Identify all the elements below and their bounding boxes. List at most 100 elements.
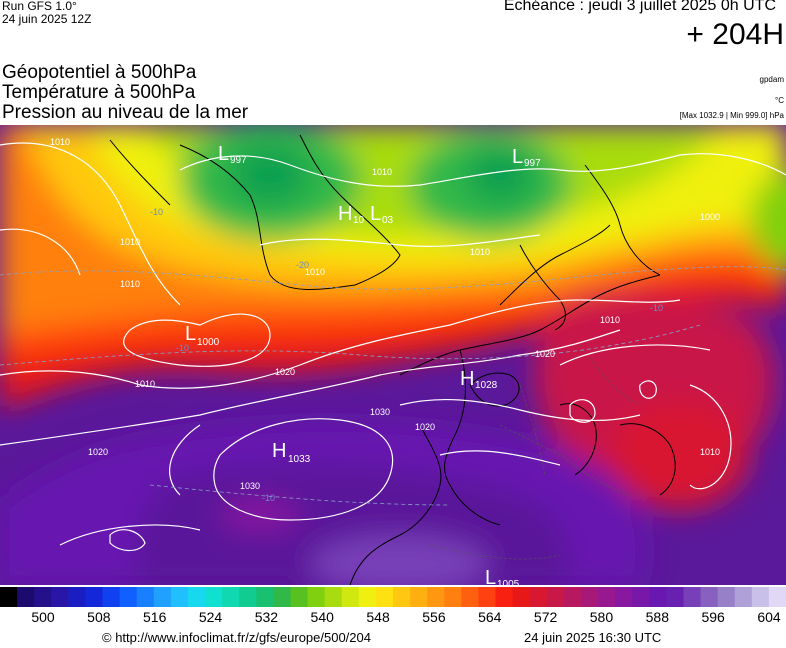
isotherm-label: -20 (296, 260, 309, 270)
isobar-labels: 1010 1010 1010 1010 1010 1010 1000 1010 … (50, 137, 720, 491)
pressure-range: [Max 1032.9 | Min 999.0] hPa (679, 111, 784, 120)
colorbar-tick-label: 588 (645, 609, 669, 625)
colorbar-swatch (751, 587, 770, 607)
geopotential-field (0, 125, 786, 585)
colorbar-swatch (580, 587, 599, 607)
colorbar-swatch (717, 587, 736, 607)
isobar-label: 1010 (120, 279, 140, 289)
center-value: 03 (382, 215, 394, 226)
colorbar-swatch (393, 587, 411, 607)
isobar-label: 1020 (88, 447, 108, 457)
layer-title-temperature: Température à 500hPa (2, 82, 196, 103)
center-value: 997 (230, 155, 247, 166)
source-url: © http://www.infoclimat.fr/z/gfs/europe/… (102, 630, 371, 645)
colorbar-swatch (546, 587, 565, 607)
isobar-label: 1030 (240, 481, 260, 491)
colorbar-swatch (700, 587, 719, 607)
pressure-centers: L 997 L 997 H 10 L 03 L 1000 H 1028 H 10… (185, 143, 541, 585)
coastlines (109, 134, 676, 585)
unit-geopotential: gpdam (759, 75, 784, 84)
isobar-label: 1030 (370, 407, 390, 417)
colorbar-swatch (563, 587, 582, 607)
colorbar-swatch (632, 587, 650, 607)
isotherm-label: -10 (262, 493, 275, 503)
center-letter: H (460, 368, 474, 390)
colorbar-swatch (34, 587, 52, 607)
colorbar-swatch (461, 587, 480, 607)
colorbar-swatch (170, 587, 189, 607)
isotherm-label: -10 (176, 343, 189, 353)
colorbar-swatch (358, 587, 377, 607)
center-letter: L (485, 567, 496, 585)
isobar-label: 1020 (275, 367, 295, 377)
colorbar-tick-label: 556 (422, 609, 446, 625)
colorbar-swatch (341, 587, 360, 607)
isobar-label: 1000 (700, 212, 720, 222)
colorbar-swatch (649, 587, 667, 607)
layer-title-pressure: Pression au niveau de la mer (2, 102, 249, 123)
colorbar-swatch (273, 587, 292, 607)
pressure-center: H 1033 (272, 440, 311, 465)
colorbar-swatch (307, 587, 326, 607)
colorbar-swatch (51, 587, 69, 607)
isobar-label: 1010 (50, 137, 70, 147)
pressure-center: H 1028 (460, 368, 498, 391)
lead-time: + 204H (686, 18, 784, 51)
colorbar-swatch (495, 587, 514, 607)
colorbar-swatch (683, 587, 702, 607)
colorbar-tick-label: 524 (198, 609, 223, 625)
center-letter: L (370, 203, 381, 225)
colorbar (0, 587, 786, 607)
colorbar-tick-label: 508 (87, 609, 111, 625)
isobar-label: 1020 (535, 349, 555, 359)
isobar-label: 1010 (470, 247, 490, 257)
colorbar-tick-label: 604 (757, 609, 781, 625)
pressure-center: L 997 (218, 143, 247, 166)
center-value: 997 (524, 158, 541, 169)
colorbar-swatch (444, 587, 462, 607)
colorbar-swatch (512, 587, 531, 607)
colorbar-swatch (529, 587, 548, 607)
valid-time: Echéance : jeudi 3 juillet 2025 0h UTC (503, 0, 776, 14)
pressure-center: L 1005 (485, 567, 520, 585)
generation-date: 24 juin 2025 16:30 UTC (524, 630, 662, 645)
pressure-center: H 10 (338, 203, 365, 226)
weather-map: L 997 L 997 H 10 L 03 L 1000 H 1028 H 10… (0, 125, 786, 585)
pressure-center: L 1000 (185, 323, 220, 348)
colorbar-swatch (256, 587, 274, 607)
colorbar-swatch (290, 587, 309, 607)
colorbar-swatch (598, 587, 616, 607)
isobar-label: 1010 (372, 167, 392, 177)
isobar-label: 1010 (600, 315, 620, 325)
colorbar-swatch (324, 587, 343, 607)
isobar-label: 1010 (120, 237, 140, 247)
unit-temperature: °C (775, 96, 784, 105)
colorbar-swatch (615, 587, 633, 607)
colorbar-swatch (239, 587, 257, 607)
center-value: 1033 (288, 454, 311, 465)
colorbar-swatch (85, 587, 104, 607)
run-title: Run GFS 1.0° (2, 0, 77, 13)
center-value: 1028 (475, 380, 498, 391)
colorbar-tick-label: 548 (366, 609, 390, 625)
isotherm-label: -10 (150, 207, 163, 217)
center-value: 10 (353, 215, 365, 226)
colorbar-swatch (768, 587, 786, 607)
center-letter: H (272, 440, 286, 462)
center-letter: L (185, 323, 196, 345)
colorbar-swatch (136, 587, 155, 607)
colorbar-swatch (222, 587, 240, 607)
borders (429, 344, 641, 560)
center-letter: L (512, 146, 523, 168)
colorbar-swatch (68, 587, 87, 607)
isobar-label: 1020 (415, 422, 435, 432)
colorbar-tick-label: 516 (143, 609, 167, 625)
pressure-center: L 997 (512, 146, 541, 169)
colorbar-swatch (427, 587, 445, 607)
colorbar-tick-label: 564 (478, 609, 502, 625)
isobars (0, 142, 786, 552)
temperature-isotherms (0, 266, 786, 506)
colorbar-swatch (119, 587, 138, 607)
isobar-label: 1010 (700, 447, 720, 457)
isobar-label: 1010 (305, 267, 325, 277)
